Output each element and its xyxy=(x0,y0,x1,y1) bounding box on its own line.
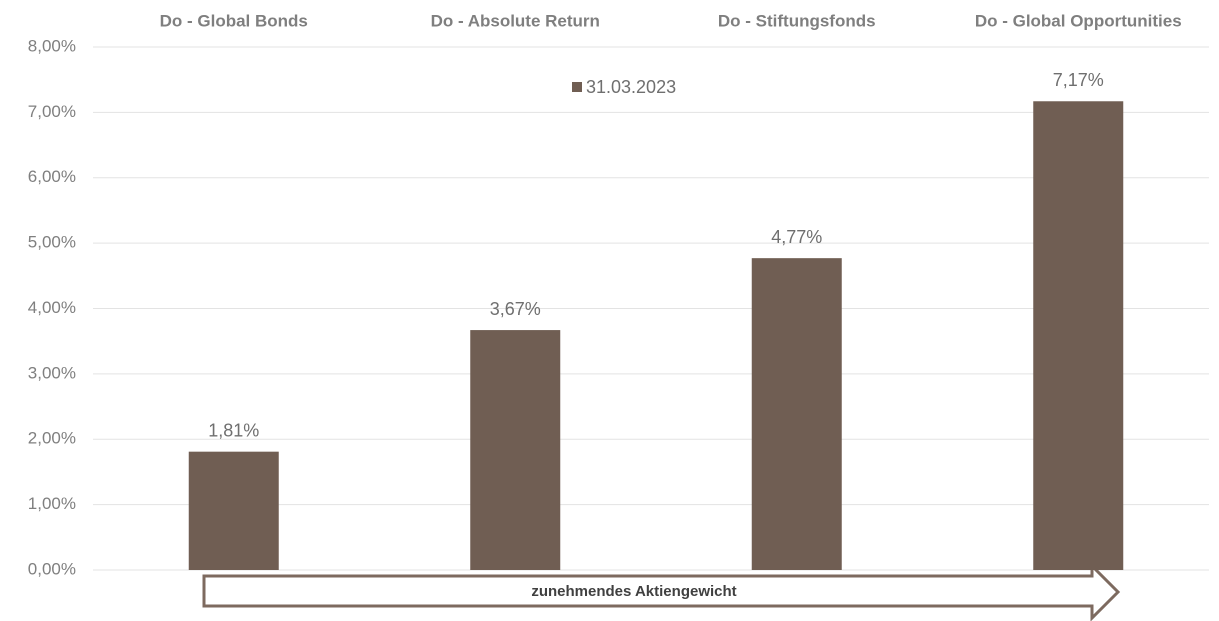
annotation: zunehmendes Aktiengewicht xyxy=(531,583,736,600)
bar xyxy=(1033,101,1124,570)
y-tick-label: 4,00% xyxy=(28,298,76,317)
data-label: 7,17% xyxy=(1053,70,1104,90)
data-label: 1,81% xyxy=(208,420,259,440)
category-label: Do - Absolute Return xyxy=(431,11,600,30)
category-label: Do - Global Opportunities xyxy=(975,11,1182,30)
y-tick-label: 8,00% xyxy=(28,36,76,55)
bar xyxy=(751,258,842,570)
category-label: Do - Stiftungsfonds xyxy=(718,11,876,30)
bar xyxy=(188,451,279,570)
data-label: 4,77% xyxy=(771,227,822,247)
y-tick-label: 3,00% xyxy=(28,363,76,382)
category-label: Do - Global Bonds xyxy=(160,11,308,30)
y-tick-label: 5,00% xyxy=(28,233,76,252)
bar xyxy=(470,330,561,570)
y-tick-label: 1,00% xyxy=(28,494,76,513)
y-tick-label: 6,00% xyxy=(28,167,76,186)
y-tick-label: 2,00% xyxy=(28,429,76,448)
data-label: 3,67% xyxy=(490,299,541,319)
arrow xyxy=(202,562,1121,621)
legend-label: 31.03.2023 xyxy=(586,77,676,97)
y-tick-label: 7,00% xyxy=(28,102,76,121)
y-tick-label: 0,00% xyxy=(28,559,76,578)
legend-swatch xyxy=(572,82,582,92)
